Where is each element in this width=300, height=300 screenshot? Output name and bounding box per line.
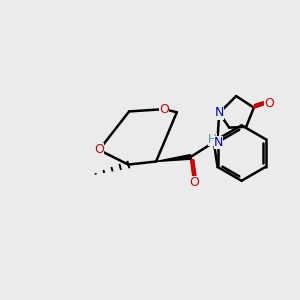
Text: O: O [94, 143, 104, 157]
Polygon shape [156, 154, 191, 161]
Text: H: H [208, 133, 217, 146]
Text: O: O [189, 176, 199, 189]
Text: N: N [214, 106, 224, 119]
Text: N: N [214, 136, 223, 149]
Text: O: O [264, 97, 274, 110]
Text: O: O [159, 103, 169, 116]
